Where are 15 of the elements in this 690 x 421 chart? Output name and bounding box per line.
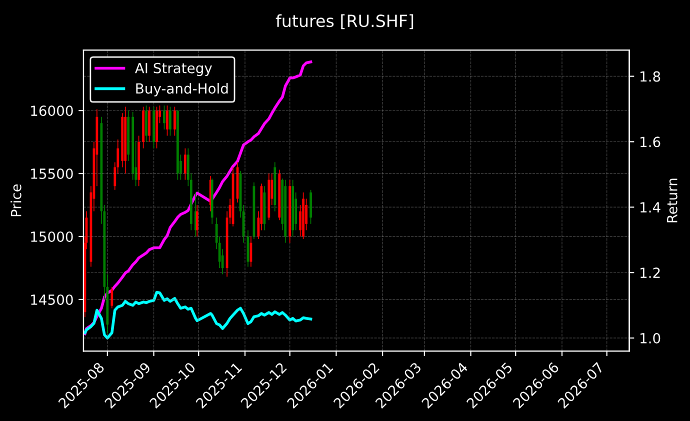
y-tick-label: 15500 <box>31 168 73 179</box>
y2-tick-label: 1.6 <box>640 136 660 148</box>
y2-tick-label: 1.8 <box>640 71 660 82</box>
y2-axis-title: Return <box>667 178 678 222</box>
y-axis-title: Price <box>10 184 22 216</box>
legend-label: AI Strategy <box>134 62 212 76</box>
y2-tick-label: 1.2 <box>640 268 660 278</box>
y-tick-label: 15000 <box>31 231 73 242</box>
y2-tick-label: 1.0 <box>640 332 660 344</box>
y-tick-label: 14500 <box>31 294 73 305</box>
y2-tick-label: 1.4 <box>640 202 660 212</box>
chart-title: futures [RU.SHF] <box>276 14 414 30</box>
line-series <box>84 290 312 340</box>
y-tick-label: 16000 <box>31 106 73 116</box>
legend-label: Buy-and-Hold <box>136 82 228 96</box>
